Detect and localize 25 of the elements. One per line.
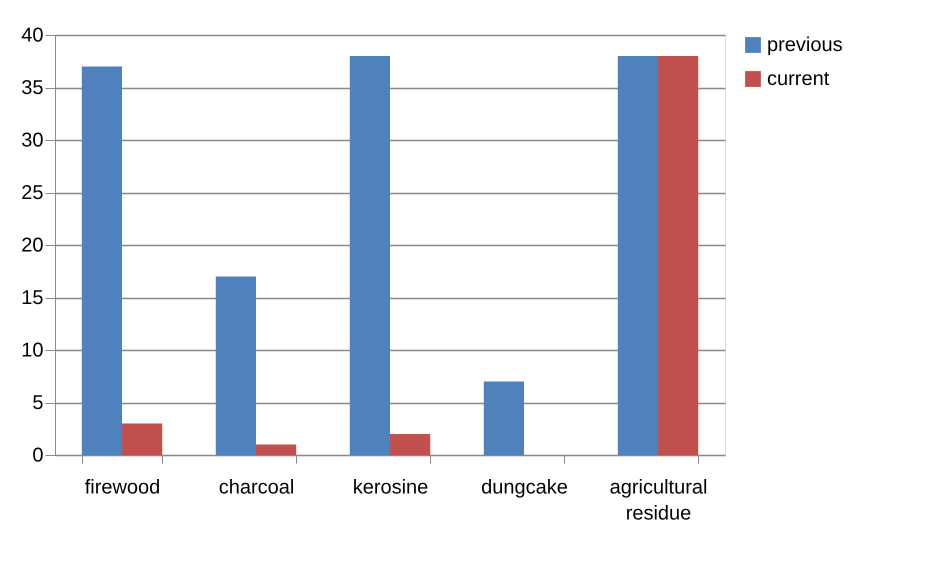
bar [216,276,256,455]
y-tick-label: 30 [21,130,44,152]
bar [350,56,390,455]
x-tick-label: dungcake [481,476,568,498]
y-tick-label: 5 [32,392,44,414]
bar [122,424,162,455]
bar [484,382,524,455]
legend-label: previous [767,34,843,56]
x-tick-label: agricultural residue [610,476,708,524]
bar [82,66,122,455]
y-tick-label: 15 [21,287,44,309]
bar [390,434,430,455]
bar [658,56,698,455]
y-tick-label: 10 [21,340,44,362]
bar [256,444,296,455]
y-tick-label: 0 [32,444,44,466]
y-tick-label: 40 [21,24,44,46]
y-tick-label: 35 [21,77,44,99]
y-tick-label: 20 [21,234,44,256]
legend-label: current [767,68,830,90]
x-tick-label: kerosine [352,476,428,498]
y-tick-label: 25 [21,182,44,204]
x-tick-label: firewood [84,476,160,498]
bar [618,56,658,455]
x-tick-label: charcoal [218,476,294,498]
